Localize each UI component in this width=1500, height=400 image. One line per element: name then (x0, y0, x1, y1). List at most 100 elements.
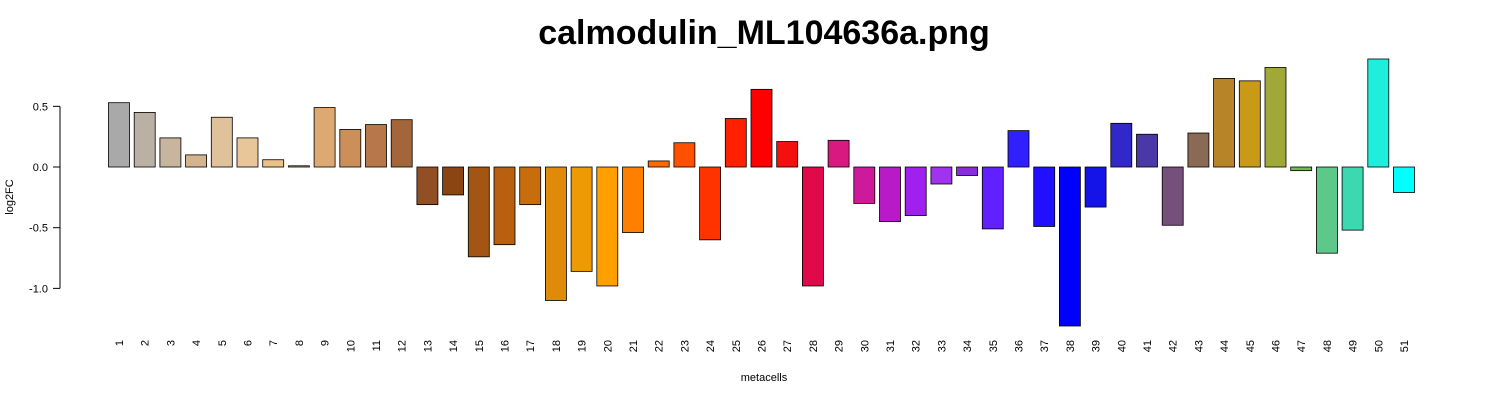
bar (1084, 166, 1107, 208)
x-tick-label: 46 (1271, 340, 1283, 352)
x-tick-label: 8 (294, 340, 306, 346)
bar (545, 166, 567, 301)
bar (1007, 130, 1030, 168)
x-tick-label: 49 (1348, 340, 1360, 352)
y-axis-label: log2FC (4, 179, 16, 215)
bar (622, 166, 644, 233)
bar (1238, 80, 1261, 168)
x-tick-label: 30 (859, 340, 871, 352)
bar (210, 116, 233, 168)
bar (570, 166, 593, 272)
x-tick-label: 5 (217, 340, 229, 346)
bar (981, 166, 1004, 230)
x-tick-label: 19 (577, 340, 589, 352)
bar (1316, 166, 1338, 254)
bar (236, 137, 259, 168)
x-tick-label: 35 (988, 340, 1000, 352)
y-tick-label: -0.5 (29, 223, 48, 235)
x-tick-label: 42 (1168, 340, 1180, 352)
bar (133, 112, 156, 168)
x-tick-label: 39 (1091, 340, 1103, 352)
bar (159, 137, 182, 168)
x-tick-label: 40 (1116, 340, 1128, 352)
x-tick-label: 25 (731, 340, 743, 352)
x-axis-label: metacells (741, 372, 788, 384)
y-tick-label: 0.5 (33, 101, 48, 113)
bar (673, 142, 696, 168)
x-tick-label: 45 (1245, 340, 1257, 352)
x-tick-label: 17 (525, 340, 537, 352)
x-tick-label: 10 (345, 340, 357, 352)
x-tick-label: 51 (1399, 340, 1411, 352)
x-tick-label: 11 (371, 340, 383, 351)
bar (416, 166, 439, 206)
x-tick-label: 18 (551, 340, 563, 352)
x-tick-label: 34 (962, 340, 974, 352)
x-tick-label: 47 (1296, 340, 1308, 352)
x-tick-label: 2 (140, 340, 152, 346)
x-tick-label: 48 (1322, 340, 1334, 352)
bar (1033, 166, 1056, 227)
x-tick-label: 28 (808, 340, 820, 352)
x-tick-label: 4 (191, 340, 203, 346)
x-tick-label: 3 (165, 340, 177, 346)
chart-title: calmodulin_ML104636a.png (538, 14, 990, 52)
bar (930, 166, 953, 185)
bar (339, 128, 362, 168)
bar (493, 166, 516, 246)
x-tick-label: 14 (448, 340, 460, 352)
bar (287, 165, 310, 168)
x-tick-label: 9 (320, 340, 332, 346)
bar (647, 160, 670, 168)
bar (390, 119, 413, 168)
bar (802, 166, 824, 287)
bar (262, 159, 285, 168)
bar (1367, 58, 1390, 168)
x-tick-label: 37 (1039, 340, 1051, 352)
x-tick-label: 24 (705, 340, 717, 352)
y-tick-label: -1.0 (29, 283, 48, 295)
bar (467, 166, 490, 258)
bar (185, 154, 208, 168)
x-tick-label: 50 (1373, 340, 1385, 352)
bar (313, 107, 336, 168)
x-tick-label: 32 (911, 340, 923, 352)
x-tick-label: 1 (114, 340, 126, 346)
bar (1341, 166, 1364, 231)
x-tick-label: 38 (1065, 340, 1077, 352)
bar (853, 166, 876, 204)
bar (750, 88, 773, 168)
bar (1136, 133, 1158, 168)
bar (879, 166, 901, 223)
bar (956, 166, 978, 176)
x-tick-label: 15 (474, 340, 486, 352)
bar (442, 166, 465, 196)
x-tick-label: 13 (422, 340, 434, 352)
x-tick-label: 29 (834, 340, 846, 352)
x-tick-label: 6 (243, 340, 255, 346)
x-tick-label: 31 (885, 340, 897, 352)
x-tick-label: 23 (679, 340, 691, 352)
x-tick-label: 33 (936, 340, 948, 352)
bar (724, 118, 747, 168)
bar (1110, 122, 1133, 168)
x-tick-label: 22 (654, 340, 666, 352)
bar (108, 102, 130, 168)
bar (1059, 166, 1081, 327)
x-tick-label: 7 (268, 340, 280, 346)
x-tick-label: 16 (500, 340, 512, 352)
x-tick-label: 12 (397, 340, 409, 352)
x-tick-label: 43 (1193, 340, 1205, 352)
bar (596, 166, 619, 287)
bar (1290, 166, 1313, 172)
x-tick-label: 36 (1014, 340, 1026, 352)
x-tick-label: 27 (782, 340, 794, 352)
x-tick-label: 20 (602, 340, 614, 352)
bar (1187, 132, 1210, 168)
y-tick-label: 0.0 (33, 162, 48, 174)
bar (776, 141, 799, 168)
bar (1213, 78, 1235, 168)
bar (1393, 166, 1415, 193)
x-tick-label: 44 (1219, 340, 1231, 352)
